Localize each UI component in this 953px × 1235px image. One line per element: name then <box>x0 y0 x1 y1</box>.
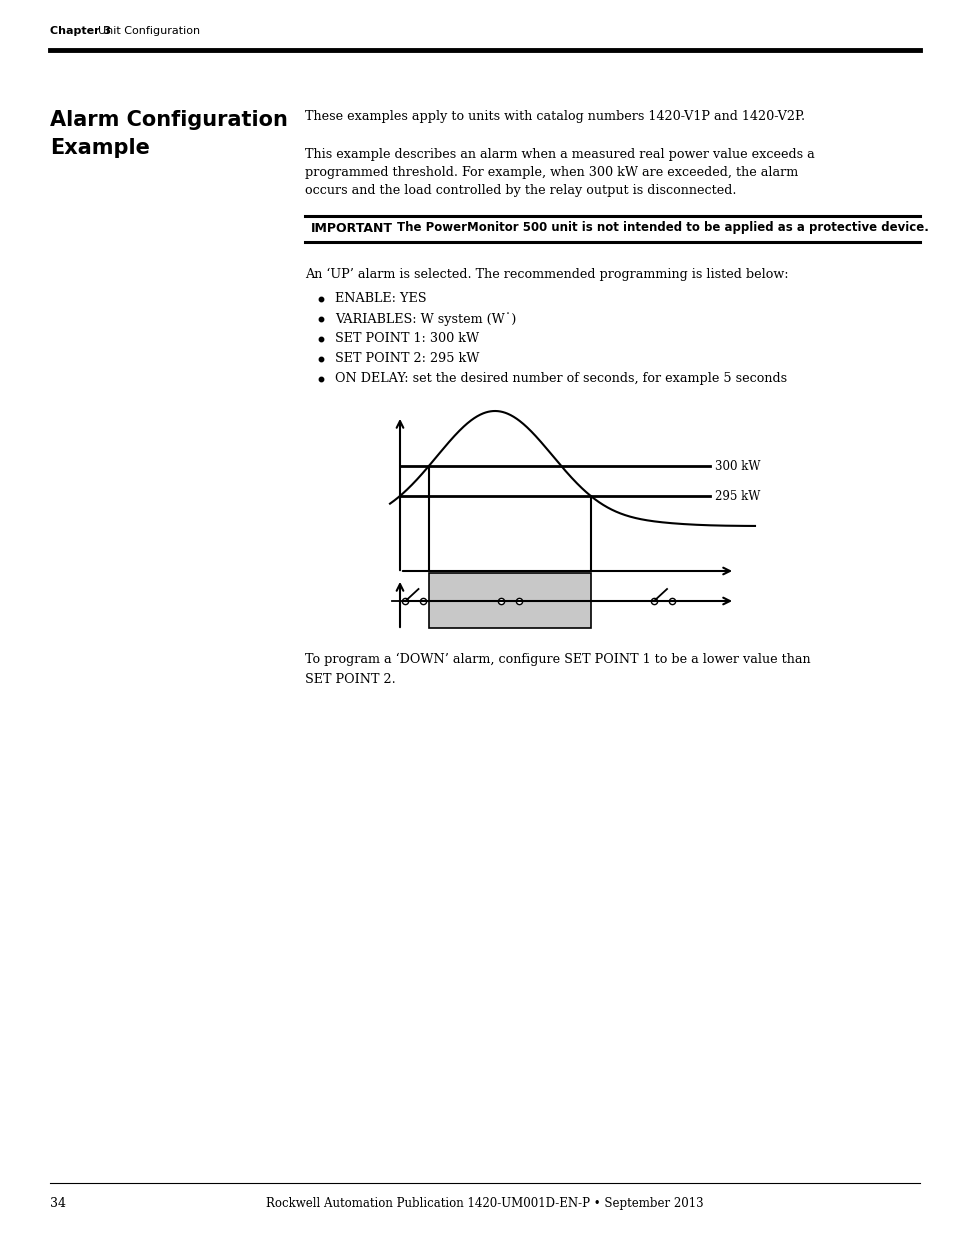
Text: ON DELAY: set the desired number of seconds, for example 5 seconds: ON DELAY: set the desired number of seco… <box>335 372 786 385</box>
Text: ENABLE: YES: ENABLE: YES <box>335 291 426 305</box>
Bar <box>429 573 591 629</box>
Text: Rockwell Automation Publication 1420-UM001D-EN-P • September 2013: Rockwell Automation Publication 1420-UM0… <box>266 1197 703 1210</box>
Text: IMPORTANT: IMPORTANT <box>311 221 393 235</box>
Text: The PowerMonitor 500 unit is not intended to be applied as a protective device.: The PowerMonitor 500 unit is not intende… <box>396 221 928 235</box>
Text: 300 kW: 300 kW <box>714 459 760 473</box>
Text: To program a ‘DOWN’ alarm, configure SET POINT 1 to be a lower value than: To program a ‘DOWN’ alarm, configure SET… <box>305 653 810 666</box>
Text: occurs and the load controlled by the relay output is disconnected.: occurs and the load controlled by the re… <box>305 184 736 198</box>
Text: programmed threshold. For example, when 300 kW are exceeded, the alarm: programmed threshold. For example, when … <box>305 165 798 179</box>
Text: Unit Configuration: Unit Configuration <box>98 26 200 36</box>
Text: An ‘UP’ alarm is selected. The recommended programming is listed below:: An ‘UP’ alarm is selected. The recommend… <box>305 268 788 282</box>
Text: SET POINT 2: 295 kW: SET POINT 2: 295 kW <box>335 352 478 366</box>
Text: These examples apply to units with catalog numbers 1420-V1P and 1420-V2P.: These examples apply to units with catal… <box>305 110 804 124</box>
Text: Example: Example <box>50 138 150 158</box>
Text: VARIABLES: W system (W˙): VARIABLES: W system (W˙) <box>335 312 516 326</box>
Text: This example describes an alarm when a measured real power value exceeds a: This example describes an alarm when a m… <box>305 148 814 161</box>
Text: 295 kW: 295 kW <box>714 489 760 503</box>
Text: Alarm Configuration: Alarm Configuration <box>50 110 288 130</box>
Text: Chapter 3: Chapter 3 <box>50 26 111 36</box>
Text: 34: 34 <box>50 1197 66 1210</box>
Text: SET POINT 1: 300 kW: SET POINT 1: 300 kW <box>335 332 478 345</box>
Text: SET POINT 2.: SET POINT 2. <box>305 673 395 685</box>
